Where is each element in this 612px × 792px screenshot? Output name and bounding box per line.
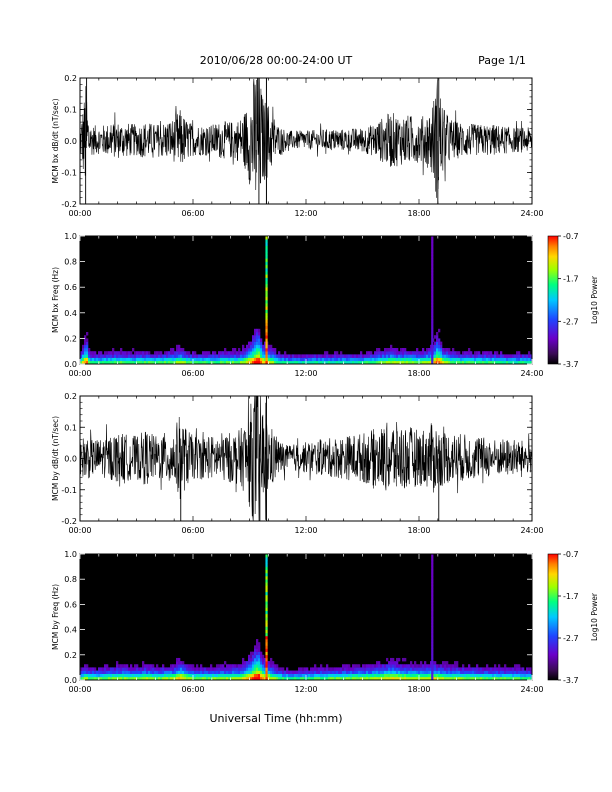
- colorbar-tick-label: -0.7: [563, 550, 579, 559]
- broadband-line: [431, 554, 434, 681]
- by-spectrogram-panel: 0.0 0.2 0.4 0.6 0.8 1.0 -0.7 -1.7 -2.7 -3.7 Log10 …: [51, 550, 599, 694]
- bx-dbdt-panel: -0.2 -0.1 0.0 0.1 0.2 00:00 06:00 12:00 18:00 24:…: [51, 74, 544, 218]
- y-tick-label: 0.6: [64, 283, 77, 292]
- by-dbdt-panel: -0.2 -0.1 0.0 0.1 0.2 00:00 06:00 12:00 18:00 24:…: [51, 392, 544, 535]
- broadband-line: [265, 236, 268, 365]
- y-tick-label: 0.4: [64, 309, 77, 318]
- y-axis-label: MCM by Freq (Hz): [51, 584, 60, 650]
- y-tick-label: 1.0: [64, 550, 77, 559]
- y-tick-label: -0.1: [61, 486, 77, 495]
- y-tick-label: 0.6: [64, 600, 77, 609]
- y-axis-label: MCM bx Freq (Hz): [51, 267, 60, 333]
- x-tick-label: 06:00: [181, 526, 204, 535]
- x-tick-label: 12:00: [294, 369, 317, 378]
- y-tick-label: 0.2: [64, 334, 77, 343]
- y-tick-label: 0.2: [64, 392, 77, 401]
- colorbar-tick-label: -1.7: [563, 275, 579, 284]
- x-tick-label: 12:00: [294, 209, 317, 218]
- y-axis-label: MCM bx dB/dt (nT/sec): [51, 98, 60, 183]
- y-tick-label: 0.2: [64, 74, 77, 83]
- y-tick-label: 0.8: [64, 575, 77, 584]
- spectrogram-background: [80, 236, 532, 364]
- spectrogram-cells: [80, 639, 533, 681]
- x-tick-label: 06:00: [181, 209, 204, 218]
- x-tick-label: 18:00: [407, 685, 430, 694]
- x-tick-label: 18:00: [407, 369, 430, 378]
- x-tick-label: 24:00: [520, 685, 543, 694]
- y-tick-label: 0.0: [64, 455, 77, 464]
- y-tick-label: 0.1: [64, 106, 77, 115]
- x-tick-label: 00:00: [68, 209, 91, 218]
- x-tick-label: 00:00: [68, 369, 91, 378]
- x-tick-label: 24:00: [520, 209, 543, 218]
- bx-spectrogram-panel: 0.0 0.2 0.4 0.6 0.8 1.0 -0.7 -1.7 -2.7 -3.7 Log10 …: [51, 232, 599, 378]
- dbdt-trace: [79, 395, 533, 522]
- x-tick-label: 06:00: [181, 369, 204, 378]
- x-tick-label: 06:00: [181, 685, 204, 694]
- y-tick-label: 1.0: [64, 232, 77, 241]
- colorbar-label: Log10 Power: [590, 275, 599, 324]
- colorbar-tick-label: -2.7: [563, 634, 579, 643]
- chart-title: 2010/06/28 00:00-24:00 UT: [200, 54, 353, 67]
- x-tick-label: 18:00: [407, 209, 430, 218]
- y-tick-label: 0.0: [64, 137, 77, 146]
- colorbar-tick-label: -2.7: [563, 317, 579, 326]
- y-axis-label: MCM by dB/dt (nT/sec): [51, 416, 60, 501]
- y-tick-label: -0.1: [61, 169, 77, 178]
- x-tick-label: 00:00: [68, 685, 91, 694]
- x-tick-label: 24:00: [520, 369, 543, 378]
- y-tick-label: 0.0: [64, 676, 77, 685]
- x-tick-label: 12:00: [294, 526, 317, 535]
- colorbar-tick-label: -1.7: [563, 592, 579, 601]
- y-tick-label: 0.2: [64, 651, 77, 660]
- x-tick-label: 12:00: [294, 685, 317, 694]
- colorbar: [547, 235, 559, 365]
- spectrogram-background: [80, 554, 532, 680]
- dbdt-trace: [79, 77, 533, 198]
- y-tick-label: 0.0: [64, 360, 77, 369]
- x-tick-label: 24:00: [520, 526, 543, 535]
- y-tick-label: 0.4: [64, 626, 77, 635]
- y-tick-label: 0.8: [64, 258, 77, 267]
- colorbar-tick-label: -0.7: [563, 232, 579, 241]
- x-tick-label: 00:00: [68, 526, 91, 535]
- colorbar-label: Log10 Power: [590, 592, 599, 641]
- broadband-line: [265, 554, 268, 681]
- colorbar: [547, 553, 559, 681]
- y-tick-label: -0.2: [61, 517, 77, 526]
- y-tick-label: 0.1: [64, 423, 77, 432]
- broadband-line: [431, 236, 434, 365]
- colorbar-tick-label: -3.7: [563, 360, 579, 369]
- x-axis-title: Universal Time (hh:mm): [210, 712, 343, 725]
- y-tick-label: -0.2: [61, 200, 77, 209]
- colorbar-tick-label: -3.7: [563, 676, 579, 685]
- spectrogram-cells: [80, 328, 533, 365]
- page-indicator: Page 1/1: [478, 54, 526, 67]
- x-tick-label: 18:00: [407, 526, 430, 535]
